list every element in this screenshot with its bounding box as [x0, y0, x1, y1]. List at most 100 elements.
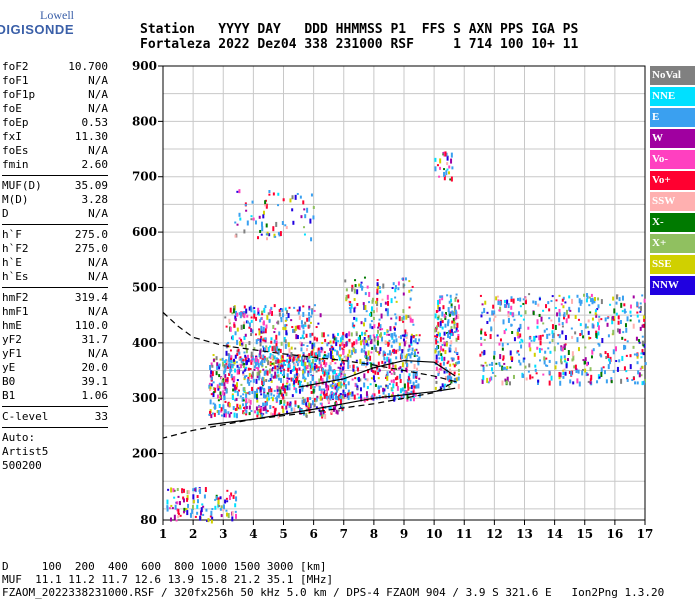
echo-point [242, 399, 245, 402]
echo-point [302, 324, 305, 330]
echo-point [334, 375, 337, 381]
echo-point [243, 351, 246, 354]
echo-point [414, 375, 417, 378]
echo-point [314, 358, 317, 362]
echo-point [326, 371, 329, 376]
echo-point [374, 366, 377, 369]
echo-point [453, 371, 456, 375]
echo-point [315, 354, 318, 360]
echo-point [311, 350, 314, 356]
echo-point [551, 338, 554, 342]
echo-point [377, 326, 380, 329]
echo-point [250, 319, 253, 323]
echo-point [341, 361, 344, 365]
echo-point [244, 203, 247, 206]
echo-point [376, 282, 379, 287]
echo-point [253, 394, 256, 399]
echo-point [386, 341, 389, 344]
echo-point [210, 370, 213, 375]
echo-point [244, 344, 247, 350]
echo-point [273, 375, 276, 379]
echo-point [219, 391, 222, 396]
echo-point [255, 316, 258, 321]
echo-point [569, 379, 572, 384]
echo-point [394, 364, 397, 370]
echo-point [493, 350, 496, 355]
echo-point [319, 412, 322, 416]
auto-line: 500200 [2, 459, 42, 472]
echo-point [626, 340, 629, 343]
echo-point [247, 376, 250, 381]
echo-point [232, 383, 235, 387]
echo-point [227, 411, 230, 415]
echo-point [293, 379, 296, 385]
echo-point [272, 226, 275, 232]
echo-point [268, 356, 271, 359]
echo-point [339, 370, 342, 373]
echo-point [264, 200, 267, 205]
echo-point [402, 277, 405, 281]
echo-point [311, 378, 314, 381]
echo-point [441, 343, 444, 346]
echo-point [629, 319, 632, 322]
echo-point [213, 404, 216, 410]
echo-point [626, 377, 629, 380]
echo-point [389, 326, 392, 332]
param-value: 10.700 [68, 60, 108, 73]
echo-point [290, 352, 293, 358]
echo-point [276, 395, 279, 398]
echo-point [230, 373, 233, 378]
echo-point [575, 368, 578, 372]
echo-point [491, 313, 494, 316]
echo-point [400, 353, 403, 358]
echo-point [347, 339, 350, 342]
echo-point [364, 365, 367, 368]
echo-point [617, 315, 620, 320]
echo-point [355, 331, 358, 334]
echo-point [272, 324, 275, 329]
echo-point [283, 385, 286, 390]
echo-point [624, 345, 627, 350]
echo-point [382, 350, 385, 356]
echo-point [309, 333, 312, 338]
echo-point [235, 233, 238, 238]
echo-point [280, 399, 283, 404]
echo-point [216, 362, 219, 367]
echo-point [563, 360, 566, 363]
echo-point [453, 311, 456, 316]
echo-point [457, 368, 460, 372]
echo-point [326, 379, 329, 383]
echo-point [365, 391, 368, 397]
echo-point [574, 314, 577, 319]
echo-point [245, 375, 248, 378]
echo-point [344, 384, 347, 390]
echo-point [285, 382, 288, 385]
echo-point [456, 377, 459, 382]
echo-point [320, 389, 323, 394]
echo-point [251, 371, 254, 377]
echo-point [285, 317, 288, 322]
echo-point [214, 505, 217, 510]
echo-point [210, 414, 213, 419]
echo-point [592, 324, 595, 329]
echo-point [377, 322, 380, 327]
echo-point [280, 369, 283, 372]
echo-point [296, 363, 299, 367]
echo-point [281, 398, 284, 401]
x-tick-label: 11 [456, 527, 473, 541]
echo-point [579, 302, 582, 306]
echo-point [536, 346, 539, 350]
echo-point [347, 364, 350, 370]
echo-point [376, 288, 379, 294]
echo-point [376, 279, 379, 282]
echo-point [502, 319, 505, 325]
echo-point [228, 372, 231, 376]
echo-point [255, 339, 258, 345]
echo-point [480, 336, 483, 340]
echo-point [226, 344, 229, 348]
echo-point [199, 515, 202, 521]
echo-point [237, 348, 240, 353]
echo-point [358, 334, 361, 340]
echo-point [415, 379, 418, 383]
echo-point [295, 359, 298, 364]
